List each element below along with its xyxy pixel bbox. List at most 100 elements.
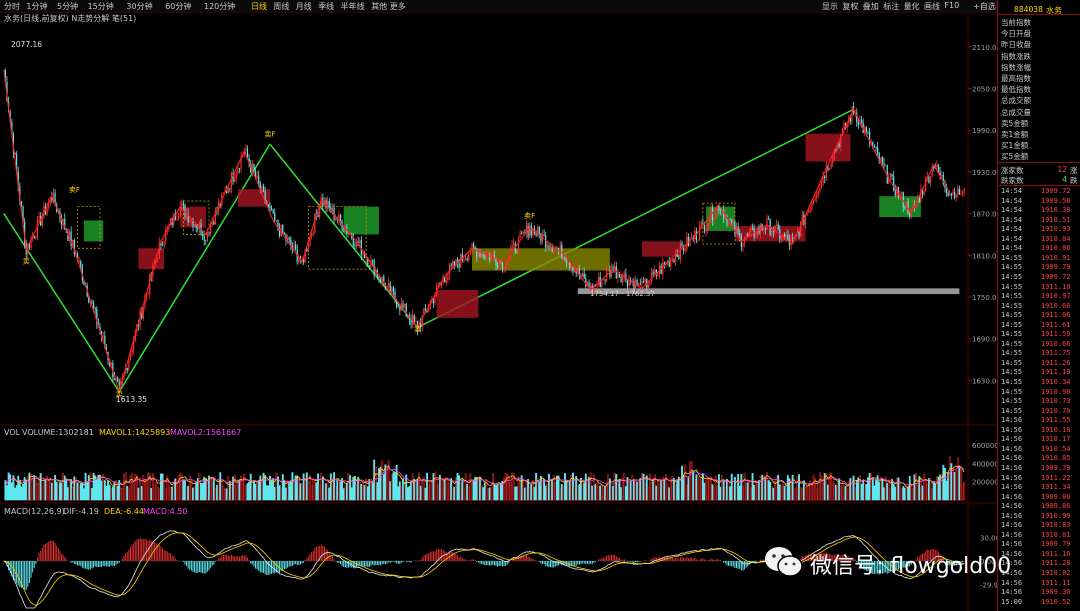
volume-bar: [467, 486, 470, 501]
volume-bar: [248, 481, 251, 501]
volume-bar: [717, 474, 720, 501]
volume-bar: [397, 486, 400, 501]
volume-bar: [762, 475, 765, 501]
candle-body: [272, 210, 274, 214]
volume-bar: [660, 480, 663, 501]
volume-bar: [822, 482, 825, 501]
volume-bar: [294, 475, 297, 501]
volume-bar: [778, 484, 781, 501]
volume-bar: [135, 475, 138, 501]
candle-body: [798, 231, 800, 237]
candle-body: [17, 171, 19, 187]
volume-bar: [607, 473, 610, 501]
volume-bar: [578, 484, 581, 501]
toolbar-button[interactable]: 标注: [883, 2, 900, 11]
volume-bar: [615, 474, 618, 501]
period-tab[interactable]: 15分钟: [87, 2, 114, 11]
tick-row: 14:55 1910.70: [998, 407, 1080, 416]
candle-body: [416, 320, 419, 331]
volume-bar: [445, 477, 448, 501]
candle-body: [756, 228, 758, 237]
volume-bar: [903, 487, 906, 501]
candle-body: [335, 219, 337, 220]
toolbar-button[interactable]: 复权: [842, 2, 859, 11]
candle-body: [593, 285, 595, 293]
tick-price: 1910.97: [1041, 292, 1071, 301]
candle-body: [716, 205, 718, 213]
volume-bar: [124, 472, 127, 501]
toolbar-button[interactable]: +自选: [973, 2, 996, 11]
volume-bar: [746, 482, 749, 501]
period-tab[interactable]: 月线: [295, 2, 312, 11]
tick-row: 14:55 1911.59: [998, 330, 1080, 339]
volume-bar: [551, 478, 554, 501]
volume-bar: [605, 482, 608, 501]
mavol1-value: MAVOL1:1425893: [99, 428, 171, 437]
tick-price: 1910.34: [1041, 378, 1071, 386]
candle-body: [905, 201, 908, 209]
period-tab[interactable]: 半年线: [340, 2, 365, 11]
volume-bar: [810, 484, 813, 501]
quote-field-label: 买5金额: [1001, 152, 1029, 162]
volume-bar: [842, 485, 845, 501]
candle-body: [203, 236, 205, 241]
candle-body: [359, 240, 361, 243]
tick-row: 14:56 1909.30: [998, 588, 1080, 597]
volume-bar: [809, 480, 812, 501]
candle-body: [484, 256, 486, 258]
candle-body: [678, 256, 680, 259]
candle-body: [101, 331, 103, 337]
volume-bar: [440, 480, 443, 501]
period-tab[interactable]: 30分钟: [126, 2, 153, 11]
candle-body: [282, 224, 284, 234]
candle-body: [52, 192, 55, 202]
period-tab[interactable]: 其他 更多: [371, 2, 406, 11]
toolbar-button[interactable]: 量化: [903, 2, 920, 11]
volume-bar: [488, 487, 491, 501]
volume-bar: [599, 485, 602, 501]
period-tab[interactable]: 周线: [273, 2, 290, 11]
volume-bar: [894, 486, 897, 501]
period-tab[interactable]: 120分钟: [204, 2, 236, 11]
volume-bar: [25, 479, 28, 501]
candle-body: [259, 183, 261, 191]
volume-bar: [15, 485, 18, 501]
volume-bar: [741, 486, 744, 501]
volume-bar: [450, 478, 453, 501]
period-tab[interactable]: 分时: [4, 2, 20, 11]
toolbar-button[interactable]: F10: [944, 1, 960, 10]
volume-bar: [288, 482, 291, 501]
volume-bar: [230, 486, 233, 501]
candle-body: [402, 303, 404, 308]
volume-bar: [647, 486, 650, 501]
period-tab[interactable]: 5分钟: [57, 2, 79, 11]
period-tab[interactable]: 60分钟: [165, 2, 192, 11]
volume-bar: [30, 474, 33, 501]
tick-price: 1910.98: [1041, 387, 1071, 396]
candle-body: [525, 225, 528, 233]
candle-body: [48, 202, 50, 208]
candle-body: [64, 218, 66, 230]
candle-body: [652, 272, 654, 275]
period-tab[interactable]: 日线: [251, 2, 267, 11]
candle-body: [269, 205, 271, 209]
candle-body: [830, 163, 832, 169]
candle-body: [234, 178, 236, 182]
tick-row: 14:56 1910.54: [998, 445, 1080, 454]
volume-bar: [302, 473, 305, 501]
tick-time: 14:54: [1001, 196, 1023, 205]
toolbar-button[interactable]: 显示: [822, 2, 838, 11]
candle-body: [856, 112, 858, 123]
volume-bar: [63, 475, 66, 501]
candle-body: [782, 233, 784, 239]
toolbar-button[interactable]: 叠加: [862, 2, 879, 11]
toolbar-button[interactable]: 画线: [924, 2, 940, 11]
candle-body: [663, 262, 665, 265]
volume-bar: [567, 481, 570, 501]
volume-bar: [402, 478, 404, 501]
candle-body: [96, 308, 98, 324]
volume-bar: [320, 473, 323, 501]
candle-body: [529, 225, 531, 237]
period-tab[interactable]: 季线: [318, 2, 335, 11]
period-tab[interactable]: 1分钟: [26, 2, 48, 11]
